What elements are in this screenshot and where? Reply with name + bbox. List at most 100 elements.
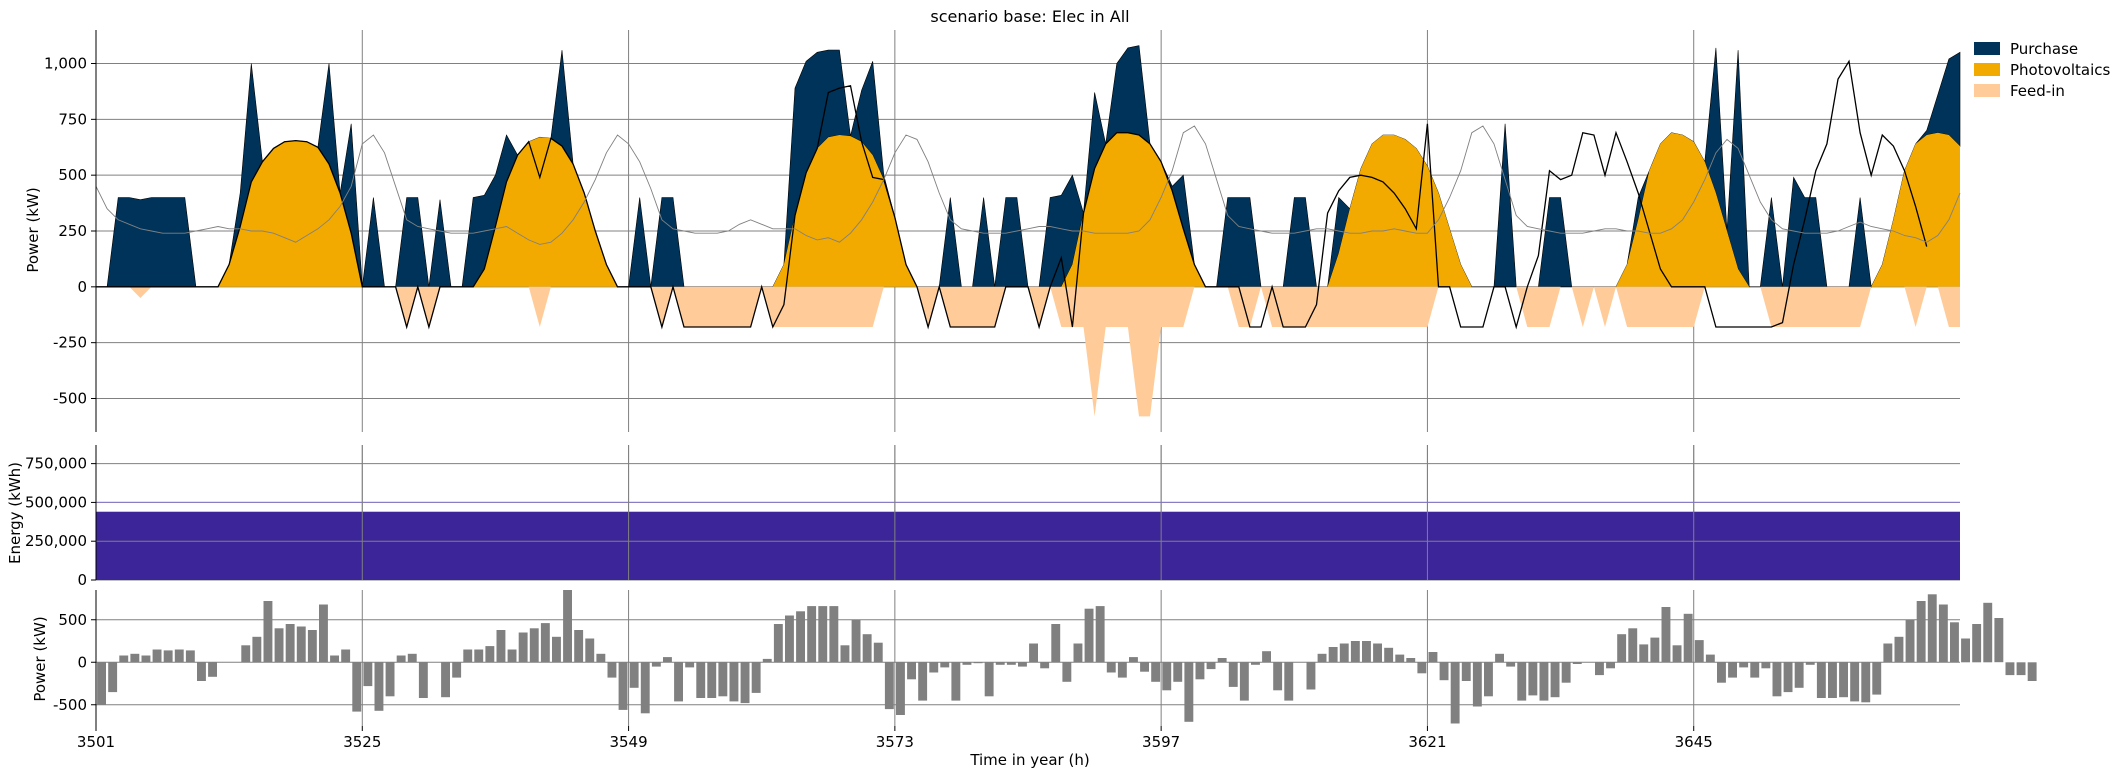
balance-bar bbox=[1994, 618, 2004, 663]
balance-bar bbox=[1572, 662, 1582, 664]
balance-bar bbox=[330, 655, 339, 663]
x-axis: 3501 3525 3549 3573 3597 3621 3645 bbox=[77, 726, 1713, 751]
balance-bar bbox=[1262, 651, 1271, 663]
balance-bar bbox=[152, 649, 162, 663]
balance-bar bbox=[1517, 662, 1527, 701]
balance-bar bbox=[896, 662, 905, 715]
power-y-axis: 1,000 750 500 250 0 -250 -500 bbox=[44, 30, 97, 432]
balance-bar bbox=[341, 649, 351, 663]
balance-bar bbox=[540, 623, 550, 663]
balance-bar bbox=[1528, 662, 1538, 696]
power-y-tick-label: 1,000 bbox=[44, 55, 87, 73]
balance-bar bbox=[1805, 662, 1815, 665]
balance-bar bbox=[940, 662, 950, 668]
balance-bar bbox=[529, 628, 539, 663]
balance-bar bbox=[452, 662, 462, 678]
balance-bar bbox=[1195, 662, 1205, 680]
balance-bar bbox=[563, 590, 572, 663]
balance-bar bbox=[252, 636, 262, 663]
balance-bar bbox=[1029, 643, 1038, 663]
balance-bar bbox=[1018, 662, 1027, 667]
energy-y-tick-label: 500,000 bbox=[25, 493, 87, 511]
balance-bar bbox=[685, 662, 695, 668]
legend: Purchase Photovoltaics Feed-in bbox=[1974, 40, 2110, 100]
balance-bar bbox=[1950, 622, 1959, 663]
balance-bar bbox=[474, 649, 484, 663]
balance-bar bbox=[851, 619, 861, 663]
power-y-tick-label: 750 bbox=[58, 110, 87, 128]
balance-bar bbox=[352, 662, 362, 712]
balance-bar bbox=[1683, 613, 1693, 663]
energy-y-tick-label: 750,000 bbox=[25, 455, 87, 473]
balance-bar bbox=[507, 649, 517, 663]
balance-bar bbox=[1694, 640, 1704, 663]
balance-bar bbox=[119, 655, 129, 663]
power-lines bbox=[95, 59, 1961, 330]
balance-bar bbox=[829, 606, 839, 663]
balance-bar bbox=[1506, 662, 1516, 667]
balance-bar bbox=[1251, 662, 1260, 665]
legend-swatch bbox=[1974, 84, 2000, 97]
balance-bar bbox=[1750, 662, 1760, 678]
power-y-tick-label: -250 bbox=[53, 334, 87, 352]
balance-bar bbox=[1905, 619, 1915, 663]
balance-bar bbox=[2027, 662, 2037, 681]
energy-y-tick-label: 250,000 bbox=[25, 532, 87, 550]
balance-bar bbox=[1761, 662, 1771, 669]
balance-bar bbox=[1717, 662, 1726, 683]
balance-bar bbox=[574, 630, 584, 663]
balance-bar bbox=[1983, 602, 1993, 663]
balance-bar bbox=[1816, 662, 1826, 698]
balance-bar bbox=[718, 662, 728, 697]
balance-y-tick-label: -500 bbox=[53, 696, 87, 714]
balance-y-tick-label: 0 bbox=[77, 653, 87, 671]
balance-bar bbox=[1850, 662, 1860, 702]
balance-bar bbox=[929, 662, 939, 673]
balance-bar bbox=[807, 606, 817, 663]
balance-bar bbox=[951, 662, 961, 701]
energy-y-axis: 750,000 500,000 250,000 0 bbox=[25, 445, 97, 589]
balance-bar bbox=[1828, 662, 1837, 698]
balance-bar bbox=[307, 630, 317, 663]
x-tick-label: 3597 bbox=[1142, 733, 1180, 751]
balance-bar bbox=[174, 649, 184, 663]
balance-bar bbox=[518, 632, 528, 663]
balance-bar bbox=[363, 662, 373, 687]
balance-bar bbox=[907, 662, 916, 680]
balance-bar bbox=[241, 645, 251, 663]
power-areas bbox=[96, 45, 1961, 417]
balance-bar bbox=[818, 606, 828, 663]
balance-bar bbox=[1328, 647, 1338, 663]
balance-bar bbox=[1373, 643, 1382, 663]
energy-panel: 750,000 500,000 250,000 0 Energy (kWh) bbox=[6, 445, 1960, 589]
balance-bar bbox=[163, 650, 173, 663]
demand-line bbox=[96, 59, 1928, 330]
balance-bar bbox=[197, 662, 206, 681]
balance-bar bbox=[185, 650, 195, 663]
balance-bar bbox=[1140, 662, 1149, 672]
balance-bar bbox=[1350, 641, 1360, 663]
balance-bar bbox=[97, 662, 106, 705]
balance-bar bbox=[1106, 662, 1116, 673]
balance-bar bbox=[1794, 662, 1804, 688]
balance-bar bbox=[385, 662, 395, 697]
balance-bar bbox=[1184, 662, 1194, 722]
balance-bar bbox=[1395, 654, 1405, 663]
power-panel: 1,000 750 500 250 0 -250 -500 Power (kW) bbox=[24, 30, 1961, 432]
x-tick-label: 3549 bbox=[609, 733, 647, 751]
balance-bar bbox=[1839, 662, 1848, 698]
balance-bar bbox=[2016, 662, 2026, 676]
balance-bar bbox=[485, 646, 495, 663]
feed-in-area bbox=[96, 286, 1960, 417]
balance-bar bbox=[1040, 662, 1050, 669]
balance-bar bbox=[1084, 608, 1094, 663]
balance-bar bbox=[1916, 601, 1926, 663]
balance-bar bbox=[1306, 662, 1316, 690]
balance-bar bbox=[1073, 643, 1083, 663]
balance-bar bbox=[552, 636, 561, 663]
reference-line bbox=[95, 125, 1961, 245]
balance-bar bbox=[1239, 662, 1249, 701]
balance-bar bbox=[1472, 662, 1482, 707]
balance-bar bbox=[1728, 662, 1737, 678]
balance-bar bbox=[496, 630, 506, 663]
